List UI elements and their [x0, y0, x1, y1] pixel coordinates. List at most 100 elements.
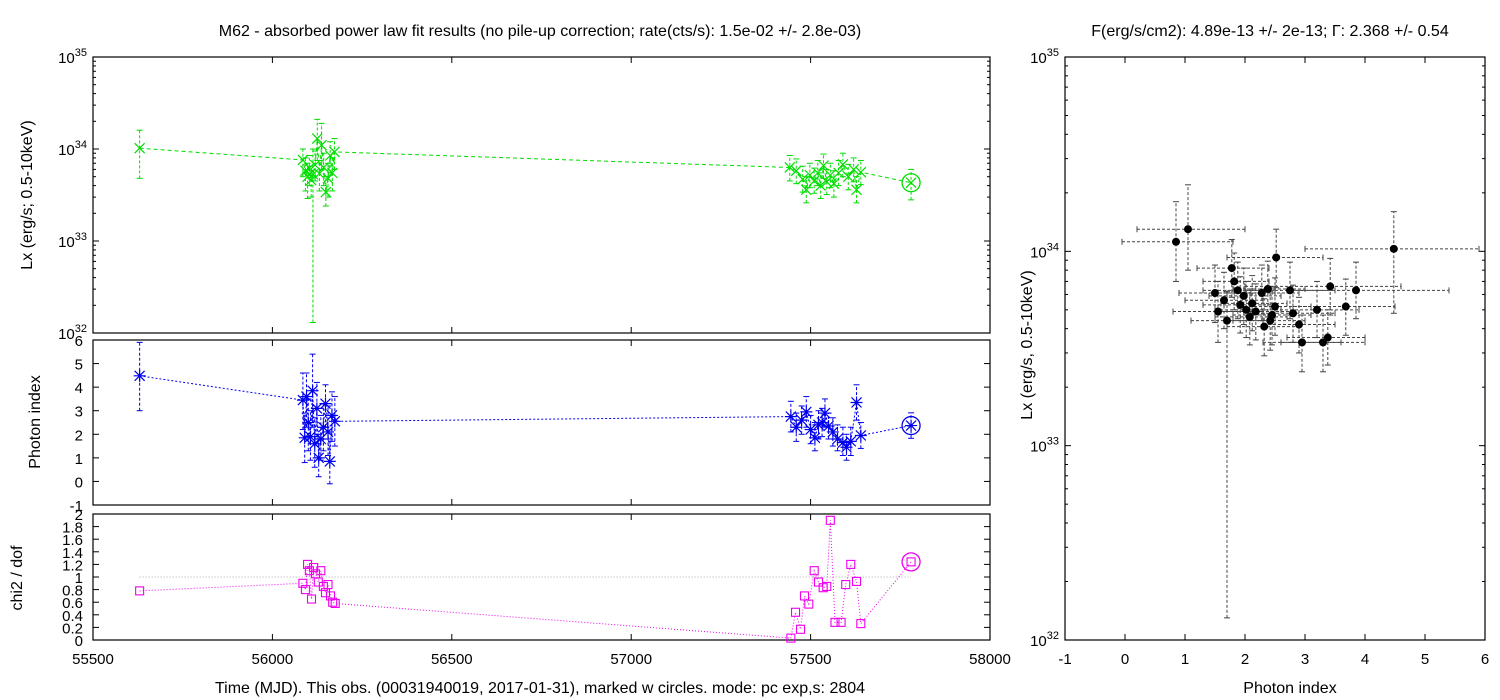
- scatter-point: [1298, 338, 1306, 347]
- y-tick-label: 1035: [1030, 47, 1059, 67]
- photon-index-point: [836, 436, 849, 449]
- scatter-point: [1268, 311, 1276, 320]
- x-tick-label: 5: [1421, 651, 1429, 668]
- photon-index-point: [308, 437, 321, 450]
- photon-index-point: [826, 425, 839, 438]
- scatter-point: [1286, 286, 1294, 295]
- photon-index-point: [302, 416, 315, 429]
- chi2-point: [796, 624, 806, 634]
- lx-point: [311, 133, 323, 144]
- scatter-point: [1341, 302, 1350, 311]
- right-title: F(erg/s/cm2): 4.89e-13 +/- 2e-13; Γ: 2.3…: [1091, 23, 1449, 40]
- y-tick-label: 0.2: [62, 620, 83, 637]
- lx-point: [842, 171, 854, 183]
- photon-index-panel: -1 0 1 2 3 4 5 6: [70, 333, 991, 515]
- lx-point: [329, 146, 340, 158]
- y-tick-label: 0: [75, 633, 83, 650]
- photon-index-point: [784, 410, 797, 423]
- x-tick-label: 56500: [431, 651, 473, 668]
- main-title: M62 - absorbed power law fit results (no…: [219, 23, 862, 40]
- photon-index-point: [306, 384, 319, 397]
- chi2-point: [786, 633, 796, 643]
- photon-index-point: [800, 405, 813, 418]
- lx-point: [848, 163, 860, 175]
- chi2-point: [799, 591, 810, 601]
- lx-frame: [92, 56, 991, 334]
- x-tick-label: 4: [1361, 651, 1369, 668]
- scatter-point: [1352, 286, 1360, 295]
- scatter-point: [1289, 309, 1297, 318]
- photon-index-point: [312, 451, 325, 464]
- photon-index-point: [322, 425, 335, 438]
- photon-index-current-point: [905, 419, 918, 432]
- photon-index-point: [831, 433, 844, 445]
- photon-index-point: [300, 390, 313, 403]
- chi2-point: [328, 597, 338, 607]
- lx-point: [313, 168, 325, 180]
- lx-point: [837, 158, 849, 170]
- photon-index-point: [804, 423, 817, 436]
- scatter-point: [1389, 244, 1398, 253]
- lx-axis-label: Lx (erg/s; 0.5-10keV): [19, 120, 36, 269]
- photon-index-point: [790, 421, 803, 434]
- x-tick-label: 58000: [969, 651, 1011, 668]
- chi2-panel: 00.20.40.60.811.21.41.61.82 55500 56000 565…: [62, 507, 1011, 668]
- y-tick-label: 1032: [58, 323, 87, 343]
- photon-index-current-circle: [901, 415, 921, 436]
- scatter-point: [1172, 237, 1180, 246]
- lx-point: [134, 142, 146, 154]
- lx-current-point: [905, 177, 917, 189]
- scatter-point: [1326, 282, 1335, 291]
- chi2-point: [822, 581, 832, 592]
- chi2-point: [804, 599, 814, 609]
- photon-index-point: [325, 409, 338, 422]
- y-tick-label: -1: [70, 498, 83, 515]
- scatter-point: [1230, 277, 1239, 286]
- y-tick-label: 1: [75, 570, 83, 587]
- scatter-point: [1295, 320, 1303, 329]
- scatter-point: [1242, 305, 1251, 314]
- chi2-point: [323, 580, 333, 590]
- y-tick-label: 0.4: [62, 608, 83, 625]
- chi2-point: [135, 586, 145, 596]
- photon-index-point: [850, 396, 863, 409]
- x-tick-label: 1: [1181, 651, 1189, 668]
- chi2-point: [841, 580, 851, 590]
- photon-index-point: [844, 435, 857, 448]
- lx-point: [309, 159, 321, 171]
- chi2-point: [809, 566, 819, 576]
- photon-index-point: [328, 415, 341, 428]
- x-tick-label: 0: [1121, 651, 1129, 668]
- photon-index-point: [816, 416, 829, 429]
- y-tick-label: 1.8: [62, 520, 83, 537]
- scatter-point: [1220, 296, 1228, 305]
- photon-index-point: [310, 402, 323, 415]
- y-tick-label: 1033: [1030, 436, 1059, 456]
- chi2-point: [303, 559, 313, 569]
- x-tick-label: 57500: [790, 651, 832, 668]
- chi2-point: [846, 559, 856, 569]
- scatter-point: [1239, 291, 1248, 300]
- photon-index-series-line: [139, 375, 912, 462]
- photon-index-point: [298, 431, 311, 444]
- lx-point: [322, 172, 334, 184]
- photon-index-frame: [92, 339, 991, 506]
- photon-index-point: [812, 418, 825, 431]
- lx-point: [320, 186, 332, 198]
- chi2-point: [851, 576, 862, 586]
- right-frame: [1064, 56, 1486, 641]
- photon-index-point: [323, 455, 336, 468]
- chi2-point: [298, 578, 308, 588]
- chi2-point: [825, 515, 835, 525]
- x-tick-label: 55500: [72, 651, 114, 668]
- photon-index-point: [808, 431, 821, 444]
- y-tick-label: 1032: [1030, 630, 1059, 650]
- photon-index-point: [133, 369, 146, 382]
- x-tick-label: -1: [1058, 651, 1071, 668]
- lx-point: [815, 180, 827, 192]
- y-tick-label: 6: [75, 333, 83, 350]
- lx-point: [851, 184, 862, 196]
- lx-point: [784, 162, 796, 173]
- chi2-point: [316, 566, 326, 576]
